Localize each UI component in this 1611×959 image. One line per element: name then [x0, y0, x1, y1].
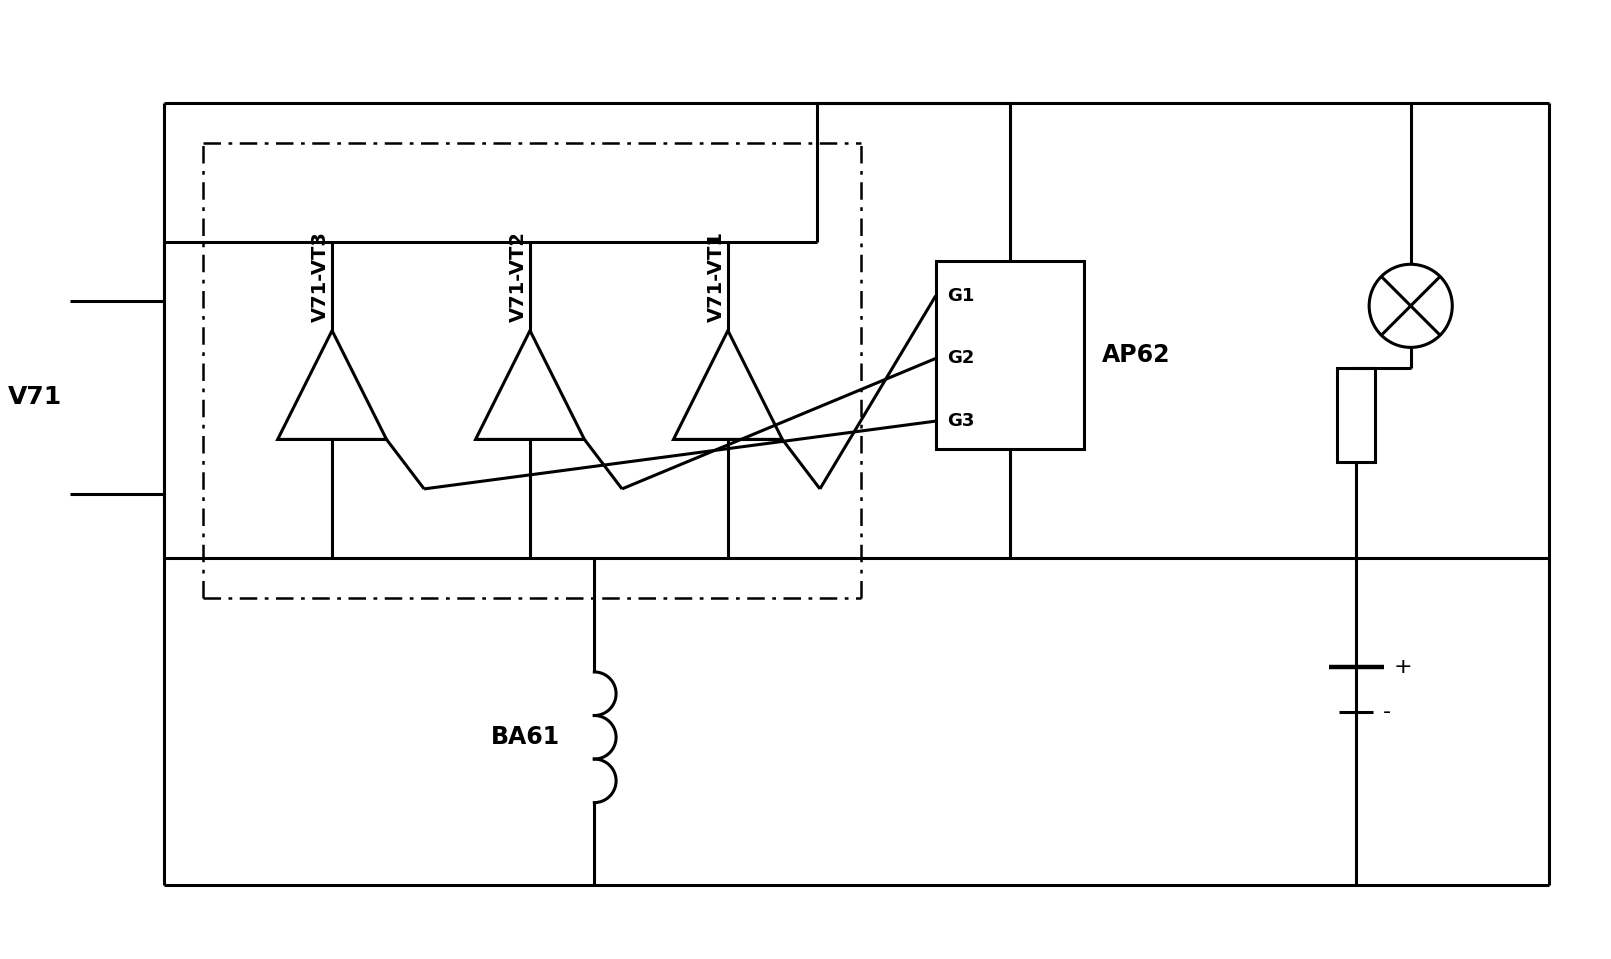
Bar: [936, 261, 1084, 450]
Text: AP62: AP62: [1102, 343, 1171, 367]
Text: G2: G2: [947, 349, 975, 367]
Text: +: +: [1394, 657, 1413, 677]
Bar: [1337, 367, 1376, 461]
Text: V71-VT3: V71-VT3: [311, 231, 330, 321]
Text: V71-VT2: V71-VT2: [509, 231, 528, 321]
Text: V71: V71: [8, 386, 61, 409]
Text: -: -: [1382, 702, 1392, 721]
Text: G3: G3: [947, 412, 975, 431]
Text: V71-VT1: V71-VT1: [707, 231, 725, 321]
Text: BA61: BA61: [491, 725, 559, 749]
Text: G1: G1: [947, 287, 975, 305]
